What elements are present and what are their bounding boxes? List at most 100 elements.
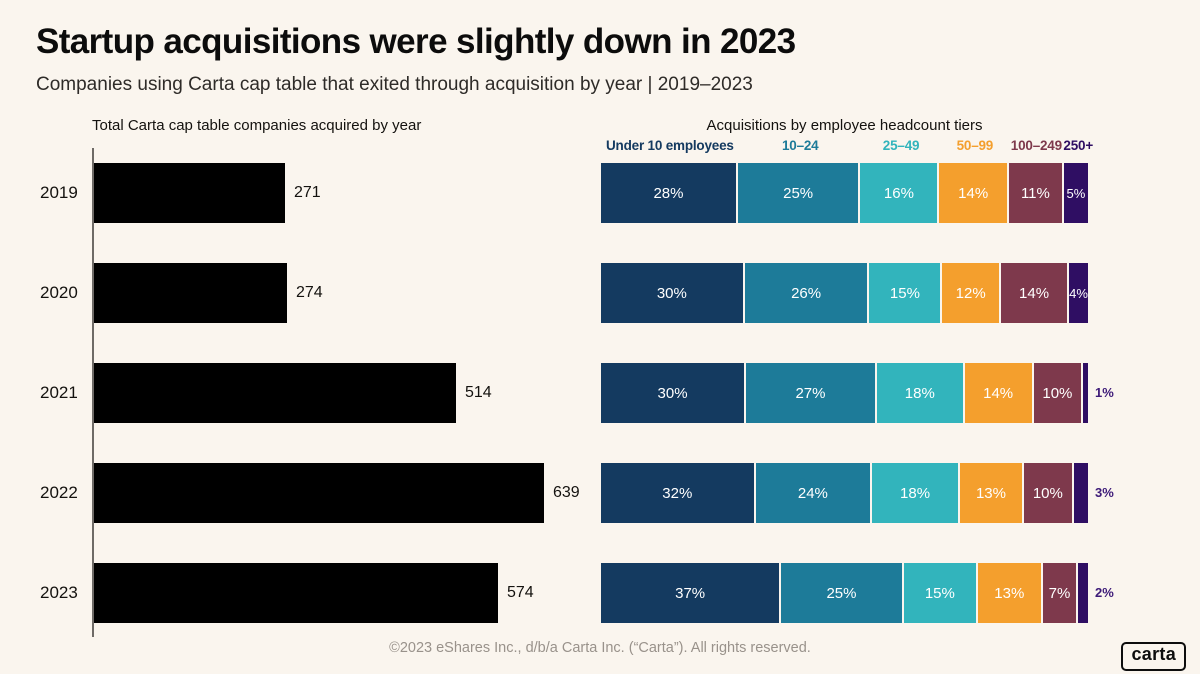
stacked-bar-row: 32% 24% 18% 13% 10% 3% — [601, 463, 1114, 523]
bar-value-label: 271 — [294, 184, 321, 201]
bar-value-label: 514 — [465, 384, 492, 401]
segment-value: 25% — [783, 184, 814, 202]
page-title: Startup acquisitions were slightly down … — [36, 22, 796, 61]
headcount-segment: 12% — [942, 263, 999, 323]
segment-value: 15% — [924, 584, 955, 602]
segment-value-outside: 3% — [1095, 485, 1114, 500]
segment-value: 15% — [889, 284, 920, 302]
segment-value: 16% — [883, 184, 914, 202]
segment-value: 30% — [657, 384, 688, 402]
headcount-segment: 14% — [964, 363, 1032, 423]
segment-value: 14% — [983, 384, 1014, 402]
segment-value: 13% — [994, 584, 1025, 602]
segment-value: 7% — [1048, 584, 1071, 602]
headcount-segment: 30% — [601, 263, 743, 323]
left-chart-title: Total Carta cap table companies acquired… — [92, 117, 422, 134]
headcount-segment: 18% — [876, 363, 963, 423]
year-label: 2020 — [40, 283, 78, 302]
segment-value: 4% — [1069, 285, 1088, 301]
year-label: 2019 — [40, 183, 78, 202]
headcount-segment: 7% — [1042, 563, 1077, 623]
segment-value: 12% — [955, 284, 986, 302]
legend-item: 100–249 — [1010, 138, 1062, 153]
total-bar — [94, 163, 285, 223]
bar-value-label: 574 — [507, 584, 534, 601]
total-acquired-chart: 2019 271 2020 274 2021 514 2022 639 2023 574 — [36, 163, 636, 633]
headcount-segment: 10% — [1024, 463, 1072, 523]
stacked-bar-row: 30% 26% 15% 12% 14% 4% — [601, 263, 1089, 323]
headcount-tiers-chart: 28% 25% 16% 14% 11% 5% 30% 26% 15% 12% 14% 4% 30% 27%… — [601, 163, 1114, 633]
year-label: 2023 — [40, 583, 78, 602]
legend-item: 250+ — [1063, 138, 1094, 153]
headcount-segment — [1078, 563, 1088, 623]
year-label: 2022 — [40, 483, 78, 502]
headcount-segment: 10% — [1033, 363, 1082, 423]
segment-value: 24% — [797, 484, 828, 502]
headcount-segment: 15% — [869, 263, 941, 323]
segment-value: 10% — [1032, 484, 1063, 502]
headcount-segment: 18% — [872, 463, 958, 523]
bar-value-label: 274 — [296, 284, 323, 301]
segment-value: 14% — [958, 184, 989, 202]
legend-item: 25–49 — [882, 138, 920, 153]
segment-value: 5% — [1066, 185, 1086, 201]
segment-value: 10% — [1042, 384, 1073, 402]
stacked-bar-row: 37% 25% 15% 13% 7% 2% — [601, 563, 1114, 623]
headcount-segment: 13% — [977, 563, 1041, 623]
segment-value: 25% — [826, 584, 857, 602]
stacked-bar-row: 30% 27% 18% 14% 10% 1% — [601, 363, 1114, 423]
legend-item: Under 10 employees — [606, 138, 734, 153]
headcount-segment: 26% — [744, 263, 868, 323]
headcount-segment: 27% — [746, 363, 875, 423]
headcount-segment: 16% — [860, 163, 938, 223]
headcount-segment: 14% — [939, 163, 1007, 223]
segment-value: 13% — [975, 484, 1006, 502]
segment-value: 27% — [795, 384, 826, 402]
headcount-segment: 4% — [1069, 263, 1089, 323]
segment-value: 37% — [675, 584, 706, 602]
headcount-segment: 14% — [1001, 263, 1068, 323]
total-bar — [94, 563, 498, 623]
headcount-segment: 24% — [755, 463, 871, 523]
headcount-segment: 37% — [601, 563, 780, 623]
segment-value: 11% — [1020, 184, 1050, 202]
page-subtitle: Companies using Carta cap table that exi… — [36, 74, 753, 95]
left-chart-axis-line — [92, 148, 94, 637]
headcount-segment: 30% — [601, 363, 745, 423]
headcount-segment — [1083, 363, 1088, 423]
segment-value: 26% — [791, 284, 822, 302]
headcount-segment — [1073, 463, 1089, 523]
segment-value-outside: 1% — [1095, 385, 1114, 400]
segment-value: 18% — [904, 384, 935, 402]
right-chart-title: Acquisitions by employee headcount tiers — [706, 117, 983, 134]
headcount-legend: Under 10 employees 10–24 25–49 50–99 100–249… — [601, 138, 1094, 153]
total-bar — [94, 363, 456, 423]
total-bar — [94, 263, 287, 323]
segment-value: 18% — [900, 484, 931, 502]
legend-item: 10–24 — [781, 138, 819, 153]
footer-copyright: ©2023 eShares Inc., d/b/a Carta Inc. (“C… — [389, 640, 811, 656]
carta-logo: carta — [1121, 642, 1186, 671]
left-bar-row: 2019 271 — [36, 163, 636, 223]
segment-value: 30% — [656, 284, 687, 302]
left-bar-row: 2020 274 — [36, 263, 636, 323]
segment-value-outside: 2% — [1095, 585, 1114, 600]
total-bar — [94, 463, 544, 523]
headcount-segment: 13% — [959, 463, 1022, 523]
segment-value: 28% — [653, 184, 684, 202]
headcount-segment: 25% — [737, 163, 859, 223]
left-bar-row: 2022 639 — [36, 463, 636, 523]
left-bar-row: 2021 514 — [36, 363, 636, 423]
headcount-segment: 5% — [1063, 163, 1088, 223]
headcount-segment: 11% — [1008, 163, 1062, 223]
left-bar-row: 2023 574 — [36, 563, 636, 623]
segment-value: 32% — [662, 484, 693, 502]
segment-value: 14% — [1019, 284, 1050, 302]
headcount-segment: 25% — [781, 563, 902, 623]
headcount-segment: 32% — [601, 463, 754, 523]
headcount-segment: 15% — [903, 563, 976, 623]
legend-item: 50–99 — [956, 138, 994, 153]
stacked-bar-row: 28% 25% 16% 14% 11% 5% — [601, 163, 1088, 223]
bar-value-label: 639 — [553, 484, 580, 501]
year-label: 2021 — [40, 383, 78, 402]
